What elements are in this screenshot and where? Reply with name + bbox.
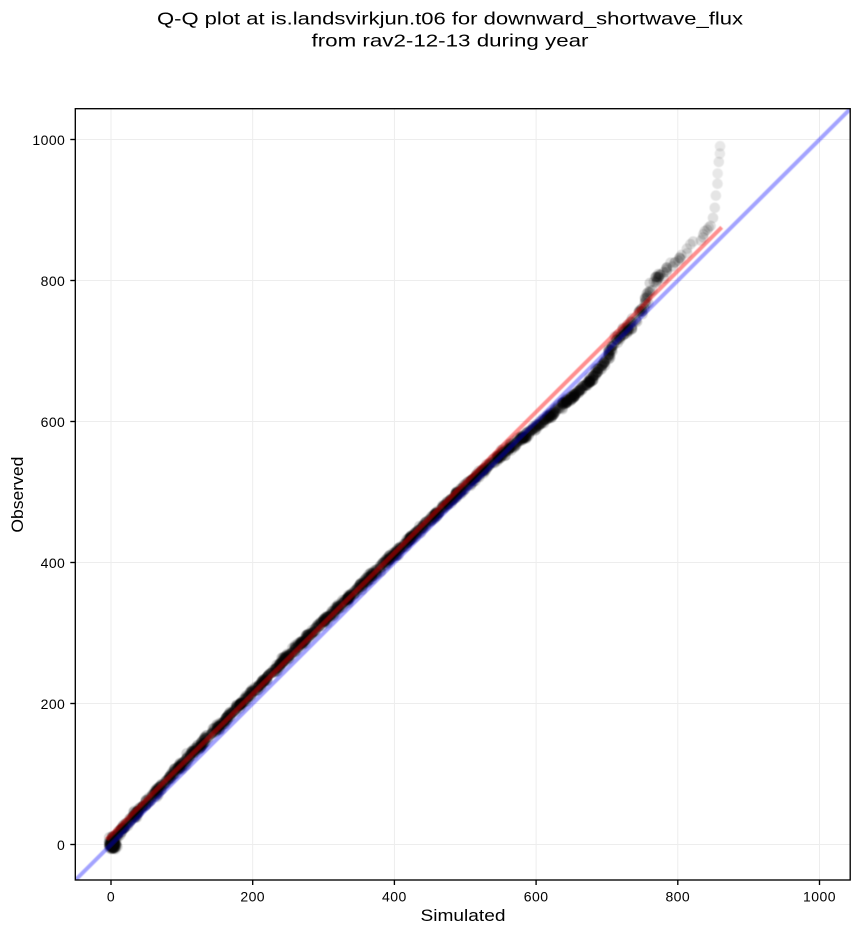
svg-text:Simulated: Simulated [421, 906, 506, 925]
svg-text:200: 200 [41, 696, 66, 712]
svg-text:800: 800 [665, 888, 690, 904]
svg-text:400: 400 [41, 555, 66, 571]
svg-text:1000: 1000 [32, 132, 65, 148]
svg-text:200: 200 [240, 888, 265, 904]
svg-text:0: 0 [107, 888, 115, 904]
svg-text:600: 600 [41, 414, 66, 430]
svg-text:0: 0 [57, 837, 65, 853]
svg-text:Observed: Observed [8, 457, 27, 533]
svg-text:600: 600 [524, 888, 549, 904]
svg-text:Q-Q plot at is.landsvirkjun.t0: Q-Q plot at is.landsvirkjun.t06 for down… [157, 8, 743, 29]
svg-text:1000: 1000 [803, 888, 836, 904]
svg-text:400: 400 [382, 888, 407, 904]
svg-text:800: 800 [41, 273, 66, 289]
svg-text:from rav2-12-13 during year: from rav2-12-13 during year [312, 31, 589, 51]
